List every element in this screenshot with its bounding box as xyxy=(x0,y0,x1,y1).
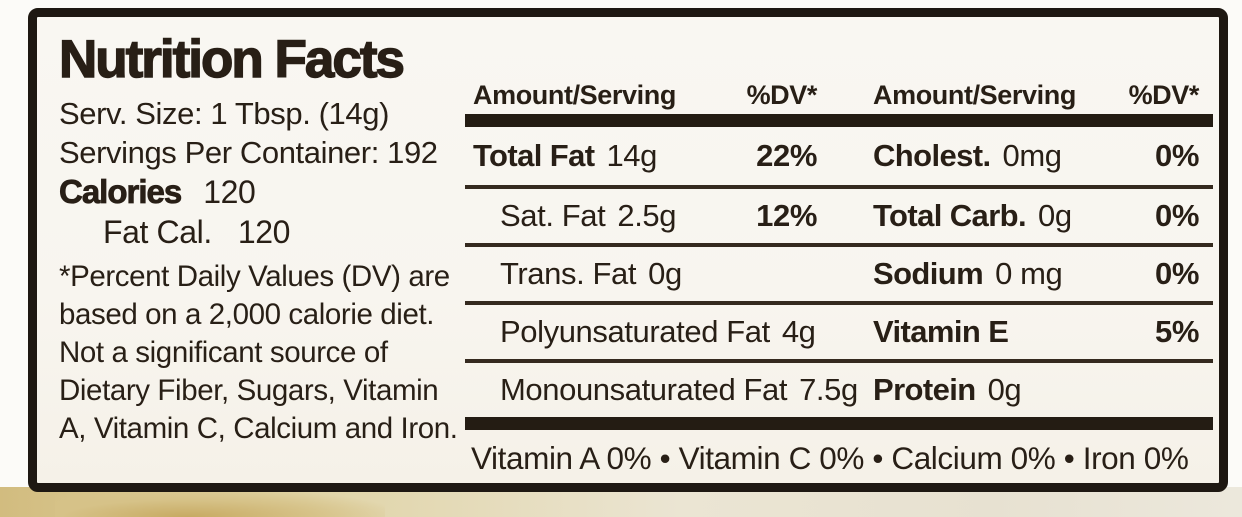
total-fat-cell: Total Fat 14g 22% xyxy=(465,138,855,174)
nutrient-text: Total Carb. 0g xyxy=(873,198,1111,234)
nutrient-text: Trans. Fat 0g xyxy=(473,256,729,292)
nutrient-text: Protein 0g xyxy=(873,372,1111,408)
nutrient-row-5: Monounsaturated Fat 7.5g Protein 0g xyxy=(465,359,1213,417)
nutrient-name: Cholest. xyxy=(873,138,991,173)
monounsaturated-fat-cell: Monounsaturated Fat 7.5g xyxy=(465,372,858,408)
footnote-line: Dietary Fiber, Sugars, Vitamin xyxy=(59,374,439,407)
footnote-line: A, Vitamin C, Calcium and Iron. xyxy=(59,412,458,445)
dv-header-left: %DV* xyxy=(746,80,818,110)
nutrient-amount: 0mg xyxy=(1002,138,1063,173)
nutrient-name: Total Carb. xyxy=(873,198,1027,233)
fat-calories-line: Fat Cal. 120 xyxy=(59,212,505,252)
nutrient-amount: 0g xyxy=(648,256,682,291)
nutrient-amount: 7.5g xyxy=(799,372,858,407)
dv-value: 0% xyxy=(1154,198,1199,233)
nutrient-name: Vitamin E xyxy=(873,314,1009,349)
nutrient-text: Sat. Fat 2.5g xyxy=(473,198,729,234)
dv-value: 5% xyxy=(1154,314,1199,349)
nutrient-amount: 4g xyxy=(781,314,816,349)
header-left-column: Amount/Serving %DV* xyxy=(465,80,855,111)
cholesterol-cell: Cholest. 0mg 0% xyxy=(855,138,1213,174)
label-summary-panel: Nutrition Facts Serv. Size: 1 Tbsp. (14g… xyxy=(58,30,505,448)
polyunsaturated-fat-cell: Polyunsaturated Fat 4g xyxy=(465,314,855,350)
nutrient-text: Vitamin E xyxy=(873,314,1111,350)
nutrient-amount: 0g xyxy=(987,372,1022,407)
nutrient-name: Monounsaturated Fat xyxy=(500,372,788,407)
nutrients-table: Amount/Serving %DV* Amount/Serving %DV* … xyxy=(465,67,1213,477)
nutrient-name: Trans. Fat xyxy=(500,256,637,291)
nutrient-name: Polyunsaturated Fat xyxy=(500,314,770,349)
nutrient-row-4: Polyunsaturated Fat 4g Vitamin E 5% xyxy=(465,301,1213,359)
micronutrients-line: Vitamin A 0% • Vitamin C 0% • Calcium 0%… xyxy=(471,440,1189,476)
header-right-column: Amount/Serving %DV* xyxy=(855,80,1213,111)
fat-calories-value: 120 xyxy=(237,214,291,250)
dv-header-right: %DV* xyxy=(1128,80,1200,110)
amount-serving-header-right: Amount/Serving xyxy=(873,80,1076,110)
nutrient-amount: 14g xyxy=(606,138,657,173)
dv-value: 0% xyxy=(1154,256,1199,291)
nutrient-amount: 2.5g xyxy=(617,198,677,233)
daily-values-footnote: *Percent Daily Values (DV) are based on … xyxy=(59,258,505,448)
serving-size-line: Serv. Size: 1 Tbsp. (14g) xyxy=(59,96,390,131)
nutrient-text: Cholest. 0mg xyxy=(873,138,1111,174)
nutrient-amount: 0g xyxy=(1038,198,1072,233)
calories-value: 120 xyxy=(203,174,256,210)
amount-serving-header-left: Amount/Serving xyxy=(473,80,676,110)
nutrient-name: Total Fat xyxy=(473,138,595,173)
trans-fat-cell: Trans. Fat 0g xyxy=(465,256,855,292)
footer-divider-bar xyxy=(465,417,1213,430)
footnote-line: Not a significant source of xyxy=(59,336,388,369)
nutrient-text: Polyunsaturated Fat 4g xyxy=(473,314,816,350)
nutrient-name: Protein xyxy=(873,372,976,407)
nutrient-amount: 0 mg xyxy=(995,256,1063,291)
protein-cell: Protein 0g xyxy=(855,372,1213,408)
dv-value: 0% xyxy=(1154,138,1199,173)
label-title: Nutrition Facts xyxy=(58,30,405,89)
servings-per-container-line: Servings Per Container: 192 xyxy=(59,135,438,170)
calories-line: Calories 120 xyxy=(59,172,505,212)
calories-label: Calories xyxy=(59,173,183,211)
fat-calories-label: Fat Cal. xyxy=(103,214,212,250)
vitamin-e-cell: Vitamin E 5% xyxy=(855,314,1213,350)
nutrient-text: Sodium 0 mg xyxy=(873,256,1111,292)
nutrient-row-3: Trans. Fat 0g Sodium 0 mg 0% xyxy=(465,243,1213,301)
nutrient-text: Total Fat 14g xyxy=(473,138,729,174)
nutrient-name: Sat. Fat xyxy=(500,198,606,233)
nutrient-row-1: Total Fat 14g 22% Cholest. 0mg 0% xyxy=(465,127,1213,185)
nutrient-text: Monounsaturated Fat 7.5g xyxy=(473,372,858,408)
sat-fat-cell: Sat. Fat 2.5g 12% xyxy=(465,198,855,234)
header-divider-bar xyxy=(465,114,1213,127)
footnote-line: *Percent Daily Values (DV) are xyxy=(59,260,450,293)
footnote-line: based on a 2,000 calorie diet. xyxy=(59,298,435,331)
packaging-stain xyxy=(55,490,385,517)
dv-value: 12% xyxy=(756,198,817,233)
nutrient-name: Sodium xyxy=(873,256,984,291)
table-header-row: Amount/Serving %DV* Amount/Serving %DV* xyxy=(465,67,1213,114)
sodium-cell: Sodium 0 mg 0% xyxy=(855,256,1213,292)
nutrient-row-2: Sat. Fat 2.5g 12% Total Carb. 0g 0% xyxy=(465,185,1213,243)
dv-value: 22% xyxy=(756,138,817,173)
nutrition-facts-label: Nutrition Facts Serv. Size: 1 Tbsp. (14g… xyxy=(28,8,1228,492)
total-carb-cell: Total Carb. 0g 0% xyxy=(855,198,1213,234)
